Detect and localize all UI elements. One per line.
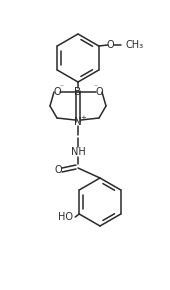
Text: CH₃: CH₃ xyxy=(126,40,144,50)
Text: O: O xyxy=(54,165,62,175)
Text: ⁻: ⁻ xyxy=(59,82,63,92)
Text: N: N xyxy=(74,117,82,127)
Text: B: B xyxy=(74,87,82,97)
Text: ⁻: ⁻ xyxy=(93,82,97,92)
Text: HO: HO xyxy=(58,212,73,222)
Text: O: O xyxy=(107,40,115,50)
Text: O: O xyxy=(53,87,61,97)
Text: +: + xyxy=(80,115,86,121)
Text: O: O xyxy=(95,87,103,97)
Text: NH: NH xyxy=(71,147,85,157)
